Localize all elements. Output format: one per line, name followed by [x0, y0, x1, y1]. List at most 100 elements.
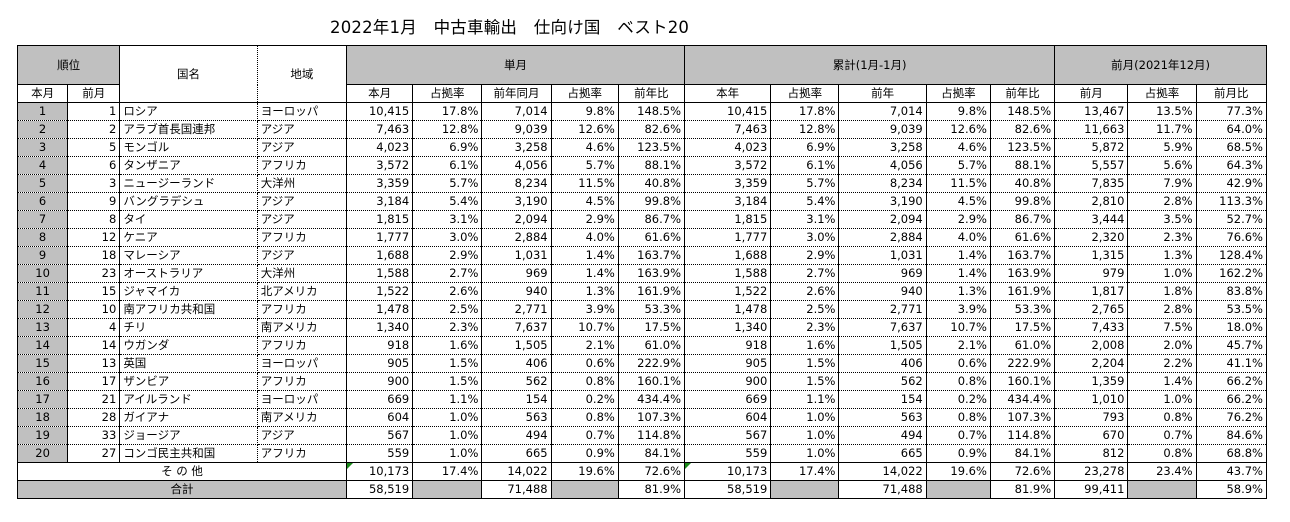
cell-region: ヨーロッパ [256, 354, 348, 373]
cell-country: マレーシア [119, 246, 258, 265]
cell-p-share: 1.0% [1127, 390, 1197, 409]
cell-c-share: 1.5% [770, 354, 840, 373]
header-cumulative: 累計(1月-1月) [684, 45, 1056, 85]
cell-p-mom: 84.6% [1195, 426, 1268, 445]
header-c-ly-share: 占拠率 [925, 84, 991, 103]
cell-rank-this: 2 [16, 120, 69, 139]
cell-s-this: 604 [345, 408, 414, 427]
total-row: 合計 58,519 71,488 81.9% 58,519 71,488 81.… [17, 480, 1268, 499]
cell-region: アジア [256, 192, 348, 211]
cell-s-ly-share: 0.9% [550, 444, 619, 463]
cell-c-share: 2.9% [770, 246, 840, 265]
cell-p-share: 11.7% [1127, 120, 1197, 139]
cell-c-ly: 4,056 [838, 156, 927, 175]
cell-c-this: 918 [684, 336, 772, 355]
cell-p-share: 0.8% [1127, 408, 1197, 427]
cell-s-yoy: 107.3% [617, 408, 686, 427]
cell-rank-prev: 27 [67, 444, 121, 463]
cell-country: ジャマイカ [119, 282, 258, 301]
total-c-this: 58,519 [684, 480, 772, 499]
cell-s-yoy: 84.1% [617, 444, 686, 463]
cell-region: アフリカ [256, 156, 348, 175]
cell-s-yoy: 88.1% [617, 156, 686, 175]
cell-c-yoy: 61.0% [989, 336, 1056, 355]
cell-c-yoy: 160.1% [989, 372, 1056, 391]
cell-country: ザンビア [119, 372, 258, 391]
cell-s-share: 2.7% [412, 264, 483, 283]
cell-p-mom: 66.2% [1195, 372, 1268, 391]
other-p-share: 23.4% [1127, 462, 1197, 481]
cell-p-val: 2,810 [1054, 192, 1129, 211]
cell-rank-this: 12 [16, 300, 69, 319]
cell-rank-this: 3 [16, 138, 69, 157]
cell-p-share: 1.3% [1127, 246, 1197, 265]
cell-rank-this: 8 [16, 228, 69, 247]
cell-s-ly-share: 0.8% [550, 372, 619, 391]
cell-s-ly-share: 4.6% [550, 138, 619, 157]
cell-c-share: 3.0% [770, 228, 840, 247]
cell-rank-prev: 18 [67, 246, 121, 265]
cell-c-this: 3,572 [684, 156, 772, 175]
cell-region: アジア [256, 138, 348, 157]
cell-s-this: 900 [345, 372, 414, 391]
cell-p-mom: 52.7% [1195, 210, 1268, 229]
cell-p-share: 1.4% [1127, 372, 1197, 391]
header-s-ly-share: 占拠率 [550, 84, 619, 103]
cell-c-share: 2.5% [770, 300, 840, 319]
cell-p-mom: 45.7% [1195, 336, 1268, 355]
cell-c-ly-share: 9.8% [925, 102, 991, 121]
cell-s-share: 3.1% [412, 210, 483, 229]
cell-c-ly-share: 2.1% [925, 336, 991, 355]
cell-c-this: 567 [684, 426, 772, 445]
cell-rank-prev: 3 [67, 174, 121, 193]
cell-c-this: 10,415 [684, 102, 772, 121]
cell-s-this: 1,688 [345, 246, 414, 265]
cell-c-share: 2.3% [770, 318, 840, 337]
cell-c-ly: 9,039 [838, 120, 927, 139]
cell-rank-this: 10 [16, 264, 69, 283]
cell-p-share: 2.8% [1127, 300, 1197, 319]
cell-c-this: 1,340 [684, 318, 772, 337]
cell-s-ly-share: 0.7% [550, 426, 619, 445]
cell-c-ly-share: 1.3% [925, 282, 991, 301]
cell-rank-this: 16 [16, 372, 69, 391]
cell-s-yoy: 40.8% [617, 174, 686, 193]
cell-country: ロシア [119, 102, 258, 121]
table-row: 18 28 ガイアナ 南アメリカ 604 1.0% 563 0.8% 107.3% 604 1.0%… [16, 408, 1268, 427]
cell-s-this: 1,588 [345, 264, 414, 283]
cell-c-yoy: 53.3% [989, 300, 1056, 319]
cell-p-val: 5,557 [1054, 156, 1129, 175]
other-p-mom: 43.7% [1195, 462, 1268, 481]
cell-s-ly-share: 2.1% [550, 336, 619, 355]
cell-country: ガイアナ [119, 408, 258, 427]
header-s-yoy: 前年比 [617, 84, 686, 103]
cell-c-ly: 940 [838, 282, 927, 301]
cell-s-this: 1,815 [345, 210, 414, 229]
cell-country: 英国 [119, 354, 258, 373]
cell-c-ly-share: 2.9% [925, 210, 991, 229]
cell-region: アジア [256, 210, 348, 229]
cell-s-this: 1,522 [345, 282, 414, 301]
other-c-ly: 14,022 [838, 462, 927, 481]
cell-c-share: 1.1% [770, 390, 840, 409]
cell-s-this: 7,463 [345, 120, 414, 139]
cell-country: ニュージーランド [119, 174, 258, 193]
cell-c-this: 669 [684, 390, 772, 409]
cell-rank-this: 19 [16, 426, 69, 445]
cell-p-val: 1,817 [1054, 282, 1129, 301]
cell-s-ly-share: 4.0% [550, 228, 619, 247]
header-s-ly: 前年同月 [481, 84, 552, 103]
cell-region: ヨーロッパ [256, 102, 348, 121]
cell-p-val: 979 [1054, 264, 1129, 283]
table-row: 9 18 マレーシア アジア 1,688 2.9% 1,031 1.4% 163.7% 1,688… [16, 246, 1268, 265]
cell-s-ly: 494 [481, 426, 552, 445]
page-title: 2022年1月 中古車輸出 仕向け国 ベスト20 [330, 18, 690, 37]
cell-c-yoy: 148.5% [989, 102, 1056, 121]
cell-c-ly-share: 0.9% [925, 444, 991, 463]
cell-c-ly-share: 1.4% [925, 246, 991, 265]
cell-s-ly-share: 1.4% [550, 264, 619, 283]
export-ranking-table: 順位 国名 地域 単月 累計(1月-1月) 前月(2021年12月) 本月 前月… [16, 45, 1268, 499]
cell-country: アラブ首長国連邦 [119, 120, 258, 139]
cell-region: ヨーロッパ [256, 390, 348, 409]
cell-c-ly: 1,031 [838, 246, 927, 265]
